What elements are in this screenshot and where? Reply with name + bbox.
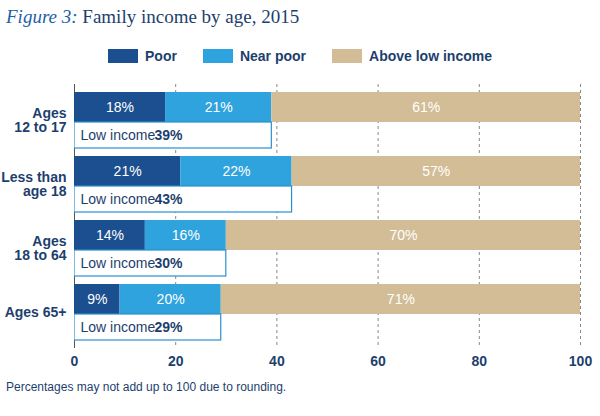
svg-text:Low income: Low income: [81, 191, 156, 207]
svg-text:43%: 43%: [155, 191, 184, 207]
svg-text:71%: 71%: [387, 291, 415, 307]
svg-text:100: 100: [569, 353, 593, 369]
svg-text:61%: 61%: [412, 99, 440, 115]
svg-text:40: 40: [269, 353, 285, 369]
html-text:Above low income: Above low income: [369, 48, 492, 64]
html-text:Near poor: Near poor: [239, 48, 306, 64]
svg-text:57%: 57%: [422, 163, 450, 179]
svg-text:22%: 22%: [222, 163, 250, 179]
svg-text:29%: 29%: [155, 319, 184, 335]
svg-text:39%: 39%: [155, 127, 184, 143]
svg-text:Low income: Low income: [81, 127, 156, 143]
svg-text:21%: 21%: [114, 163, 142, 179]
svg-text:20%: 20%: [157, 291, 185, 307]
html-text:Figure 3: Family income by age: Figure 3: Family income by age, 2015: [6, 6, 300, 27]
svg-text:0: 0: [71, 353, 79, 369]
svg-text:30%: 30%: [155, 255, 184, 271]
svg-text:Ages18 to 64: Ages18 to 64: [14, 233, 66, 263]
svg-text:Low income: Low income: [81, 319, 156, 335]
svg-text:16%: 16%: [172, 227, 200, 243]
svg-text:14%: 14%: [96, 227, 124, 243]
svg-text:Less thanage 18: Less thanage 18: [1, 169, 67, 199]
svg-text:Ages12 to 17: Ages12 to 17: [14, 105, 66, 135]
svg-text:80: 80: [472, 353, 488, 369]
svg-text:70%: 70%: [389, 227, 417, 243]
svg-text:21%: 21%: [205, 99, 233, 115]
svg-text:9%: 9%: [87, 291, 107, 307]
svg-text:Ages 65+: Ages 65+: [5, 304, 67, 320]
html-text:Poor: Poor: [145, 48, 177, 64]
svg-text:Low income: Low income: [81, 255, 156, 271]
svg-text:20: 20: [168, 353, 184, 369]
svg-text:18%: 18%: [106, 99, 134, 115]
svg-text:60: 60: [370, 353, 386, 369]
html-text:Percentages may not add up to: Percentages may not add up to 100 due to…: [6, 380, 287, 394]
